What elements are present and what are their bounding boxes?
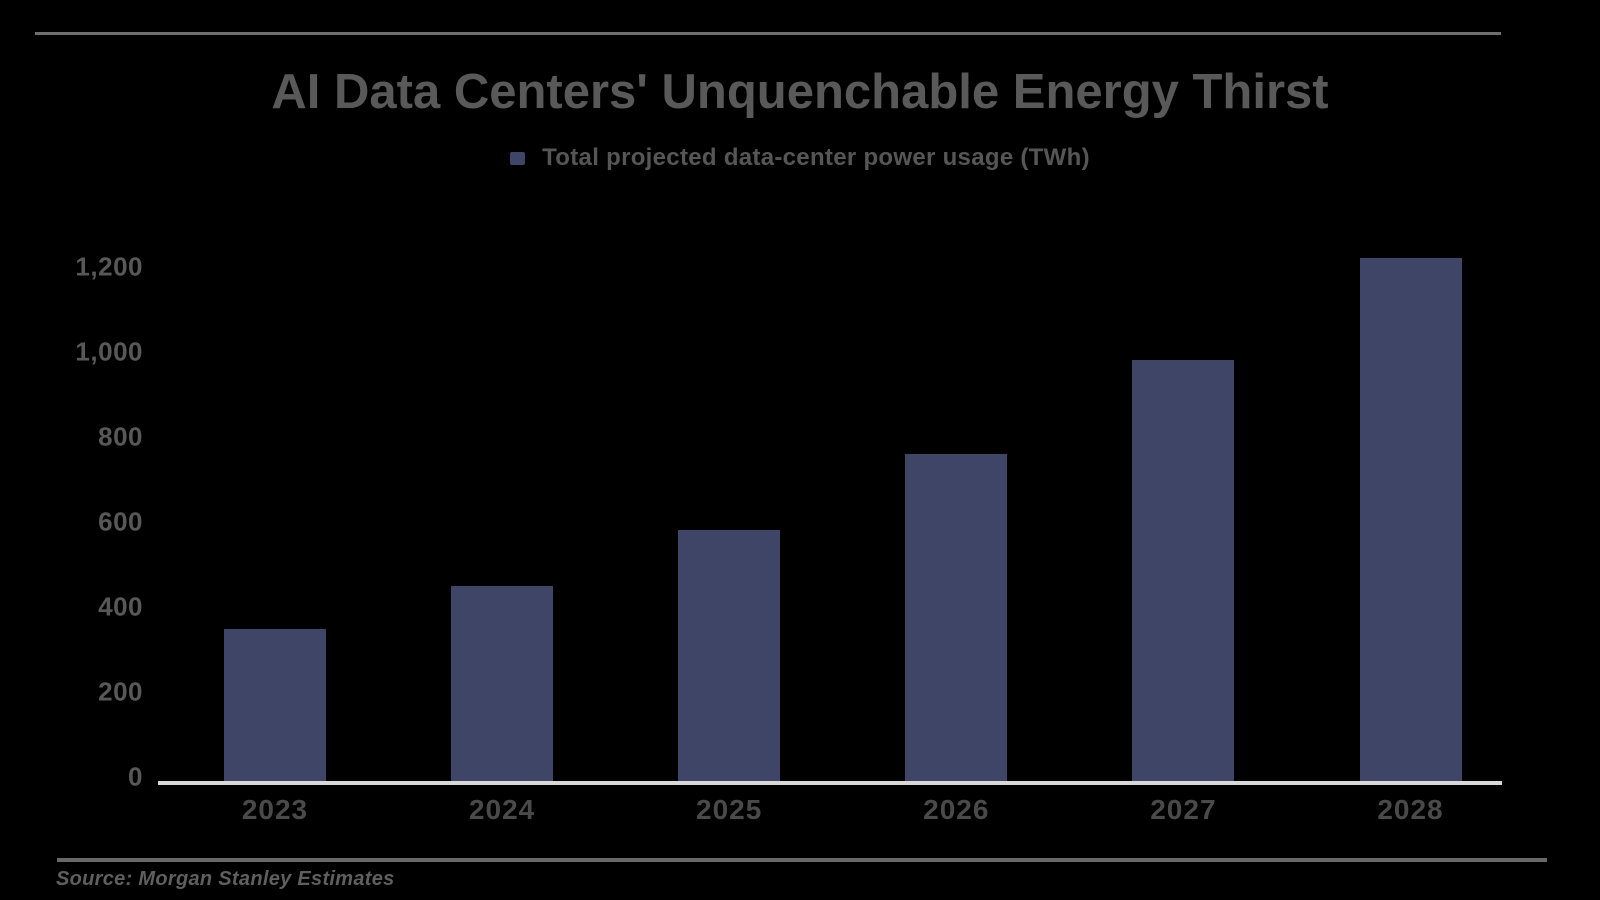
legend: Total projected data-center power usage … (0, 144, 1600, 172)
y-tick-label-600: 600 (98, 506, 143, 537)
bar-2024 (451, 585, 554, 781)
x-axis-line (158, 781, 1502, 785)
y-tick-label-400: 400 (98, 591, 143, 622)
y-tick-label-200: 200 (98, 676, 143, 707)
x-tick-label-2028: 2028 (1377, 794, 1444, 825)
x-tick-label-2025: 2025 (696, 794, 763, 825)
bar-2027 (1132, 360, 1235, 781)
bar-2028 (1359, 258, 1462, 781)
source-note: Source: Morgan Stanley Estimates (56, 868, 395, 890)
bar-2023 (224, 628, 326, 781)
bar-2026 (905, 453, 1008, 781)
y-tick-label-800: 800 (98, 421, 143, 452)
chart-title: AI Data Centers' Unquenchable Energy Thi… (271, 65, 1329, 119)
legend-label: Total projected data-center power usage … (542, 144, 1090, 171)
y-tick-label-0: 0 (128, 761, 143, 792)
y-tick-label-1200: 1,200 (75, 251, 143, 282)
bar-2025 (678, 530, 781, 781)
y-tick-label-1000: 1,000 (75, 336, 143, 367)
bottom-divider (57, 858, 1547, 862)
x-tick-label-2026: 2026 (923, 794, 990, 825)
legend-marker-swatch (510, 151, 526, 165)
x-tick-label-2023: 2023 (241, 794, 309, 825)
x-tick-label-2024: 2024 (468, 794, 536, 825)
top-divider (35, 32, 1501, 35)
x-tick-label-2027: 2027 (1150, 794, 1217, 825)
